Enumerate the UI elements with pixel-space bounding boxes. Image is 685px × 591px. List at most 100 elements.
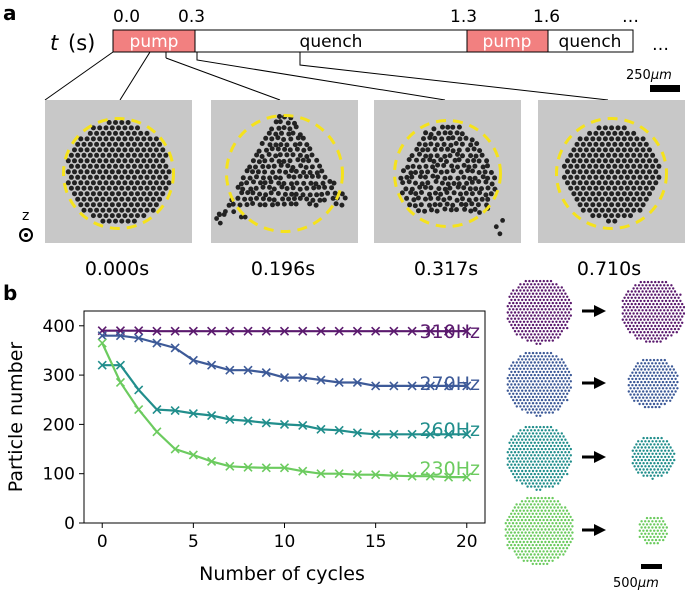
particle <box>546 336 549 339</box>
particle <box>270 202 275 208</box>
particle <box>417 184 423 190</box>
particle <box>540 522 543 525</box>
particle <box>624 141 630 147</box>
particle <box>560 292 563 295</box>
particle <box>519 479 522 482</box>
particle <box>645 315 648 318</box>
particle <box>160 169 166 175</box>
particle <box>529 503 533 506</box>
particle <box>520 531 524 534</box>
particle <box>103 147 109 153</box>
data-point <box>389 326 399 336</box>
particle <box>290 130 296 136</box>
particle <box>535 351 538 355</box>
particle <box>65 180 71 186</box>
particle <box>520 550 524 553</box>
particle <box>513 531 516 534</box>
particle <box>640 458 643 462</box>
particle <box>153 202 159 208</box>
particle <box>673 296 677 299</box>
particle <box>515 326 518 330</box>
particle <box>513 444 517 448</box>
particle <box>406 157 412 163</box>
particle <box>526 503 529 506</box>
particle <box>643 185 649 191</box>
particle <box>526 534 529 537</box>
particle <box>568 185 574 191</box>
particle <box>562 326 565 330</box>
particle <box>531 469 535 473</box>
particle <box>549 358 553 361</box>
particle <box>590 147 596 153</box>
particle <box>535 469 538 473</box>
particle <box>68 185 74 191</box>
particle <box>531 537 534 540</box>
particle <box>655 465 658 468</box>
particle <box>676 380 679 384</box>
particle <box>423 153 429 159</box>
particle <box>259 141 265 146</box>
particle <box>72 147 77 153</box>
particle <box>560 531 563 534</box>
particle <box>530 429 533 432</box>
particle <box>551 326 554 330</box>
particle <box>544 386 547 389</box>
particle <box>663 321 666 324</box>
particle <box>564 370 567 374</box>
particle <box>587 130 593 136</box>
cluster-row-2 <box>506 425 676 491</box>
particle <box>521 482 524 485</box>
particle <box>643 399 647 402</box>
particle <box>538 506 542 509</box>
particle <box>84 202 90 208</box>
particle <box>537 559 540 562</box>
particle <box>519 326 522 330</box>
particle <box>407 202 413 208</box>
data-point <box>425 381 435 391</box>
particle <box>660 523 663 526</box>
particle <box>560 506 563 509</box>
particle <box>548 308 551 311</box>
particle <box>533 441 536 444</box>
particle <box>542 512 545 515</box>
particle <box>544 515 547 519</box>
particle <box>557 292 560 295</box>
particle <box>231 209 237 215</box>
particle <box>555 320 558 323</box>
particle <box>342 195 348 201</box>
particle <box>528 469 531 473</box>
particle <box>564 451 567 454</box>
particle <box>643 299 646 303</box>
particle <box>522 295 526 298</box>
particle <box>531 451 535 454</box>
particle <box>425 147 431 153</box>
particle <box>290 185 296 191</box>
particle <box>530 333 533 336</box>
particle <box>520 537 524 540</box>
particle <box>566 326 569 330</box>
particle <box>542 351 545 355</box>
particle <box>144 185 150 191</box>
particle <box>631 390 634 393</box>
particle <box>639 318 642 321</box>
cluster-after <box>638 516 668 545</box>
particle <box>546 469 549 473</box>
particle <box>549 323 553 327</box>
particle <box>529 528 533 531</box>
particle <box>551 405 554 408</box>
particle <box>661 368 665 371</box>
particle <box>141 136 147 142</box>
particle <box>449 163 455 169</box>
particle <box>546 364 549 367</box>
particle <box>636 324 639 328</box>
particle <box>511 528 515 531</box>
particle <box>667 443 670 446</box>
particle <box>549 389 553 392</box>
particle <box>528 518 531 522</box>
particle <box>230 201 236 207</box>
particle <box>535 377 538 380</box>
particle <box>548 367 551 370</box>
particle <box>571 518 574 522</box>
particle <box>531 518 534 522</box>
particle <box>672 374 675 377</box>
